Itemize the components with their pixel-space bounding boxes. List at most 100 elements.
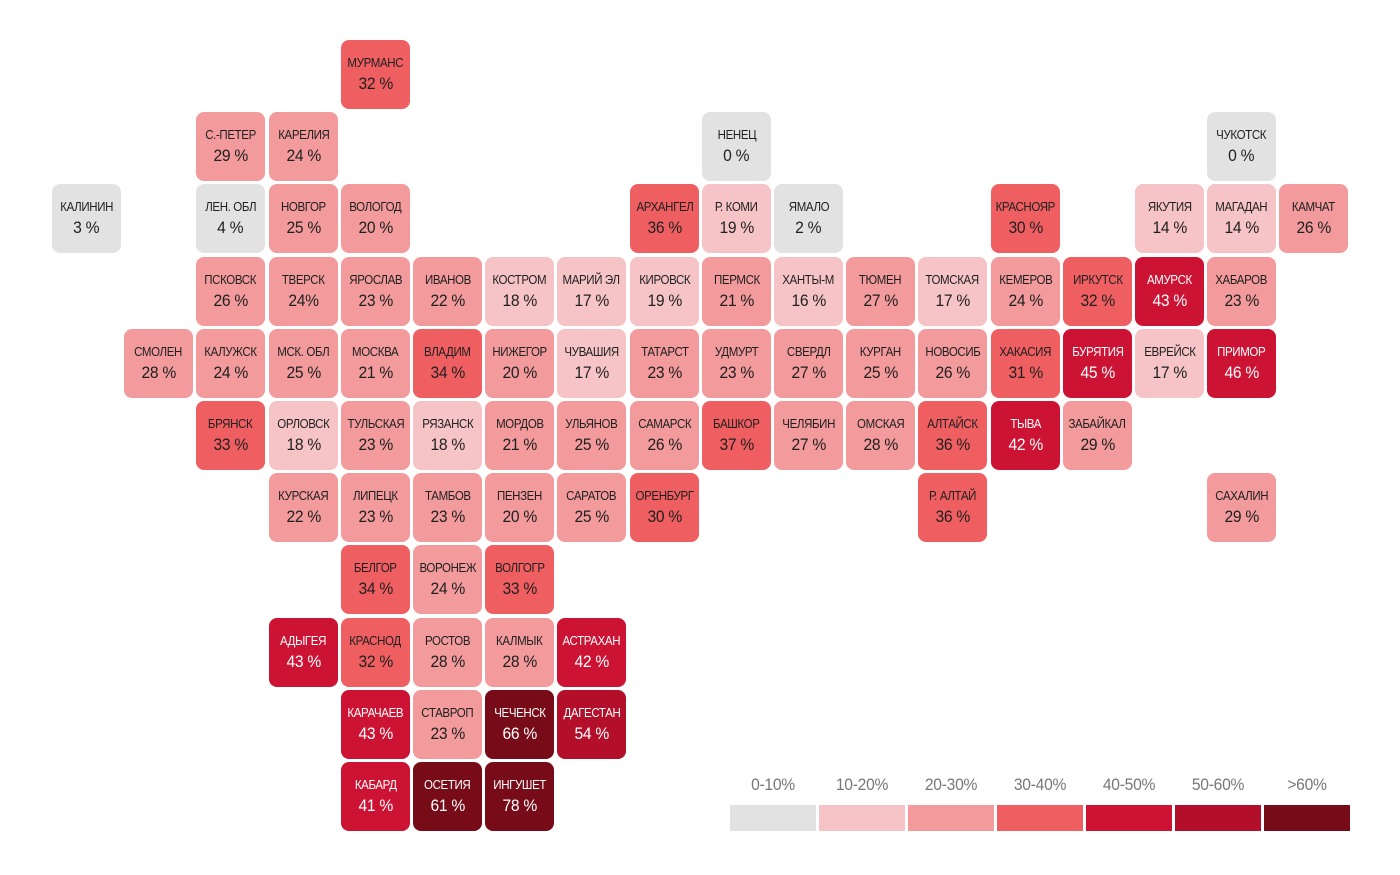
legend-item: 40-50% [1086, 775, 1172, 831]
region-name: ВОЛОГОД [349, 199, 402, 214]
region-name: КОСТРОМ [492, 272, 547, 287]
region-name: АДЫГЕЯ [280, 633, 327, 648]
region-value: 28 % [430, 651, 465, 671]
region-value: 66 % [502, 723, 537, 743]
region-value: 24 % [286, 145, 321, 165]
region-tile: ОРЛОВСК 18 % [269, 401, 338, 470]
region-tile: ЧУВАШИЯ 17 % [557, 329, 626, 398]
region-name: ЯРОСЛАВ [349, 272, 402, 287]
region-name: ОРЛОВСК [277, 416, 330, 431]
region-tile: КАЛУЖСК 24 % [196, 329, 265, 398]
legend-item: 20-30% [908, 775, 994, 831]
region-tile: ЧУКОТСК 0 % [1207, 112, 1276, 181]
region-tile: УЛЬЯНОВ 25 % [557, 401, 626, 470]
region-value: 28 % [141, 362, 176, 382]
region-name: БРЯНСК [208, 416, 253, 431]
legend-item: >60% [1264, 775, 1350, 831]
region-tile: КИРОВСК 19 % [630, 257, 699, 326]
region-value: 25 % [574, 434, 609, 454]
legend-swatch [1086, 805, 1172, 831]
region-name: ЧУКОТСК [1216, 127, 1267, 142]
region-name: МАГАДАН [1215, 199, 1268, 214]
region-name: ДАГЕСТАН [563, 705, 620, 720]
region-tile: СМОЛЕН 28 % [124, 329, 193, 398]
region-value: 17 % [1152, 362, 1187, 382]
region-value: 14 % [1152, 217, 1187, 237]
region-name: ЧУВАШИЯ [564, 344, 619, 359]
legend-item: 0-10% [730, 775, 816, 831]
region-value: 46 % [1224, 362, 1259, 382]
region-tile: КАЛМЫК 28 % [485, 618, 554, 687]
region-tile: ХАКАСИЯ 31 % [991, 329, 1060, 398]
region-tile: АМУРСК 43 % [1135, 257, 1204, 326]
region-name: ХАКАСИЯ [999, 344, 1052, 359]
region-name: ИВАНОВ [424, 272, 471, 287]
region-value: 20 % [358, 217, 393, 237]
region-value: 23 % [1224, 290, 1259, 310]
region-tile: ТАМБОВ 23 % [413, 473, 482, 542]
region-tile: ХАНТЫ-М 16 % [774, 257, 843, 326]
region-name: ОРЕНБУРГ [635, 488, 694, 503]
region-value: 19 % [719, 217, 754, 237]
region-value: 24 % [1008, 290, 1043, 310]
region-tile: МОРДОВ 21 % [485, 401, 554, 470]
region-tile: Р. АЛТАЙ 36 % [918, 473, 987, 542]
region-name: БЕЛГОР [354, 560, 397, 575]
legend-item: 50-60% [1175, 775, 1261, 831]
region-value: 29 % [1224, 506, 1259, 526]
region-name: КАРАЧАЕВ [347, 705, 404, 720]
region-tile: МАГАДАН 14 % [1207, 184, 1276, 253]
region-name: АМУРСК [1147, 272, 1192, 287]
region-tile: БЕЛГОР 34 % [341, 545, 410, 614]
region-value: 42 % [1008, 434, 1043, 454]
region-name: Р. АЛТАЙ [928, 488, 977, 503]
region-value: 43 % [286, 651, 321, 671]
region-value: 18 % [286, 434, 321, 454]
legend-swatch [819, 805, 905, 831]
region-tile: САМАРСК 26 % [630, 401, 699, 470]
region-value: 23 % [358, 506, 393, 526]
region-name: СТАВРОП [421, 705, 474, 720]
region-tile: С.-ПЕТЕР 29 % [196, 112, 265, 181]
region-tile: КАРЕЛИЯ 24 % [269, 112, 338, 181]
region-tile: СТАВРОП 23 % [413, 690, 482, 759]
region-value: 2 % [795, 217, 822, 237]
region-value: 36 % [935, 506, 970, 526]
region-tile: АРХАНГЕЛ 36 % [630, 184, 699, 253]
region-tile: РОСТОВ 28 % [413, 618, 482, 687]
region-value: 28 % [502, 651, 537, 671]
region-tile: ДАГЕСТАН 54 % [557, 690, 626, 759]
region-name: МСК. ОБЛ [277, 344, 330, 359]
region-tile: ЯКУТИЯ 14 % [1135, 184, 1204, 253]
region-name: ТАМБОВ [424, 488, 471, 503]
region-tile: ВОЛОГОД 20 % [341, 184, 410, 253]
region-value: 16 % [791, 290, 826, 310]
region-tile: ЧЕЛЯБИН 27 % [774, 401, 843, 470]
region-tile: УДМУРТ 23 % [702, 329, 771, 398]
region-value: 28 % [863, 434, 898, 454]
region-name: С.-ПЕТЕР [205, 127, 256, 142]
region-tile: БАШКОР 37 % [702, 401, 771, 470]
region-tile: КАМЧАТ 26 % [1279, 184, 1348, 253]
region-tile: ЯМАЛО 2 % [774, 184, 843, 253]
region-value: 33 % [213, 434, 248, 454]
region-name: БАШКОР [713, 416, 760, 431]
region-tile: ВЛАДИМ 34 % [413, 329, 482, 398]
region-name: БУРЯТИЯ [1071, 344, 1124, 359]
region-value: 26 % [647, 434, 682, 454]
region-value: 32 % [358, 651, 393, 671]
region-value: 41 % [358, 795, 393, 815]
region-tile: БРЯНСК 33 % [196, 401, 265, 470]
region-value: 37 % [719, 434, 754, 454]
legend-label: 50-60% [1191, 775, 1245, 794]
region-value: 23 % [430, 506, 465, 526]
region-name: АСТРАХАН [562, 633, 621, 648]
region-tile: ЛЕН. ОБЛ 4 % [196, 184, 265, 253]
legend-label: 30-40% [1013, 775, 1067, 794]
region-name: СМОЛЕН [134, 344, 183, 359]
region-value: 22 % [430, 290, 465, 310]
region-value: 20 % [502, 362, 537, 382]
region-value: 21 % [719, 290, 754, 310]
region-tile: МУРМАНС 32 % [341, 40, 410, 109]
